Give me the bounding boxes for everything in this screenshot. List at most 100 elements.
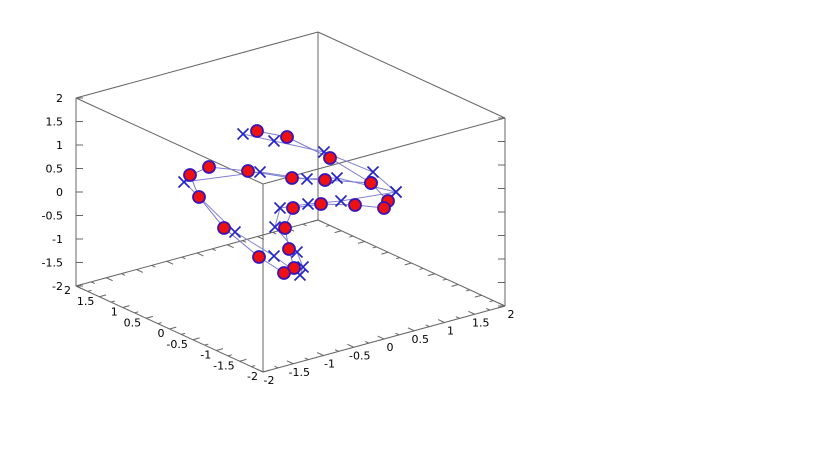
y-tick — [192, 337, 200, 341]
x-tick — [407, 327, 415, 332]
x-minor-tick-mirror — [272, 231, 277, 235]
z-tick-label: 2 — [56, 92, 63, 105]
y-tick-mirror — [404, 262, 412, 266]
y-minor-tick — [181, 332, 186, 335]
y-minor-tick-mirror — [372, 246, 377, 249]
y-tick — [239, 358, 247, 362]
y-tick-label: -1 — [200, 349, 211, 362]
z-tick-label: 0 — [56, 186, 63, 199]
y-tick-label: 2 — [64, 284, 71, 297]
z-tick-label: -1.5 — [42, 257, 63, 270]
y-tick-label: -2 — [247, 370, 258, 383]
cross-marker — [236, 127, 250, 141]
y-minor-tick — [227, 354, 232, 357]
x-minor-tick-mirror — [211, 248, 216, 252]
circle-marker — [280, 130, 294, 144]
y-minor-tick — [204, 343, 209, 346]
cross-marker — [301, 197, 315, 211]
y-minor-tick-mirror — [395, 257, 400, 260]
circle-marker — [282, 242, 296, 256]
x-minor-tick — [304, 357, 309, 361]
z-tick-label: -0.5 — [42, 210, 63, 223]
y-minor-tick — [87, 289, 92, 292]
y-tick-mirror — [474, 294, 482, 298]
circle-marker — [241, 164, 255, 178]
x-tick-mirror — [196, 252, 204, 257]
axis-ticks — [75, 97, 506, 373]
x-tick-label: -2 — [264, 374, 275, 387]
x-tick-label: 0.5 — [412, 333, 430, 346]
cross-marker — [253, 165, 267, 179]
z-tick-label: 1.5 — [46, 116, 64, 129]
circle-marker — [202, 160, 216, 174]
x-tick-mirror — [136, 269, 144, 273]
x-tick-mirror — [227, 244, 234, 249]
x-minor-tick-mirror — [90, 281, 95, 285]
y-tick-mirror — [311, 219, 319, 223]
y-tick-mirror — [357, 241, 365, 244]
y-tick-mirror — [451, 284, 459, 287]
series-crosses-markers — [177, 127, 403, 282]
y-tick-label: 0 — [158, 327, 165, 340]
circle-marker — [217, 221, 231, 235]
z-tick-label: -1 — [52, 233, 63, 246]
y-tick-label: 1.5 — [77, 295, 95, 308]
y-tick — [99, 294, 107, 298]
circle-marker — [348, 198, 362, 212]
y-tick — [145, 315, 154, 319]
y-minor-tick — [110, 300, 116, 303]
y-minor-tick-mirror — [419, 267, 424, 270]
y-minor-tick-mirror — [349, 235, 354, 238]
x-tick-label: 1.5 — [472, 316, 490, 329]
y-tick — [262, 369, 270, 373]
x-tick — [377, 335, 385, 340]
x-minor-tick — [365, 340, 370, 344]
x-tick-mirror — [106, 277, 113, 282]
circle-marker — [323, 151, 337, 165]
circle-marker — [364, 176, 378, 190]
plot-box-edge — [75, 97, 264, 185]
x-minor-tick-mirror — [151, 264, 156, 268]
y-tick-mirror — [381, 251, 389, 255]
circle-marker — [318, 173, 332, 187]
circle-marker — [277, 266, 291, 280]
circle-marker — [252, 250, 266, 264]
x-minor-tick-mirror — [181, 256, 186, 260]
x-tick — [286, 360, 294, 365]
cross-marker — [330, 171, 344, 185]
x-minor-tick-mirror — [242, 240, 247, 243]
y-minor-tick-mirror — [442, 278, 447, 281]
y-tick-label: 1 — [111, 306, 118, 319]
circle-marker — [286, 201, 300, 215]
series-filled-circles-markers — [183, 124, 395, 280]
y-tick-label: -1.5 — [213, 359, 234, 372]
x-minor-tick — [425, 324, 430, 328]
z-tick-label: 0.5 — [46, 163, 64, 176]
x-minor-tick-mirror — [121, 273, 126, 276]
x-tick-mirror — [166, 260, 174, 265]
circle-marker — [192, 190, 206, 204]
x-tick — [347, 343, 354, 348]
x-tick-label: 2 — [508, 308, 515, 321]
circle-marker — [278, 221, 292, 235]
x-tick — [256, 368, 264, 373]
z-tick-label: 1 — [56, 139, 63, 152]
x-tick-label: 1 — [447, 325, 454, 338]
y-minor-tick-mirror — [489, 300, 494, 303]
circle-marker — [285, 171, 299, 185]
x-tick-label: 0 — [387, 341, 394, 354]
x-minor-tick-mirror — [302, 223, 307, 227]
cross-marker — [228, 225, 242, 239]
cross-marker — [366, 165, 380, 179]
x-tick-mirror — [317, 219, 325, 224]
y-tick-label: -0.5 — [166, 338, 187, 351]
plot-box-edge — [317, 31, 506, 119]
y-tick-label: 0.5 — [124, 316, 142, 329]
x-minor-tick — [334, 349, 339, 352]
y-minor-tick — [157, 322, 162, 325]
cross-marker — [300, 172, 314, 186]
x-tick — [437, 319, 445, 323]
y-tick — [169, 326, 177, 330]
